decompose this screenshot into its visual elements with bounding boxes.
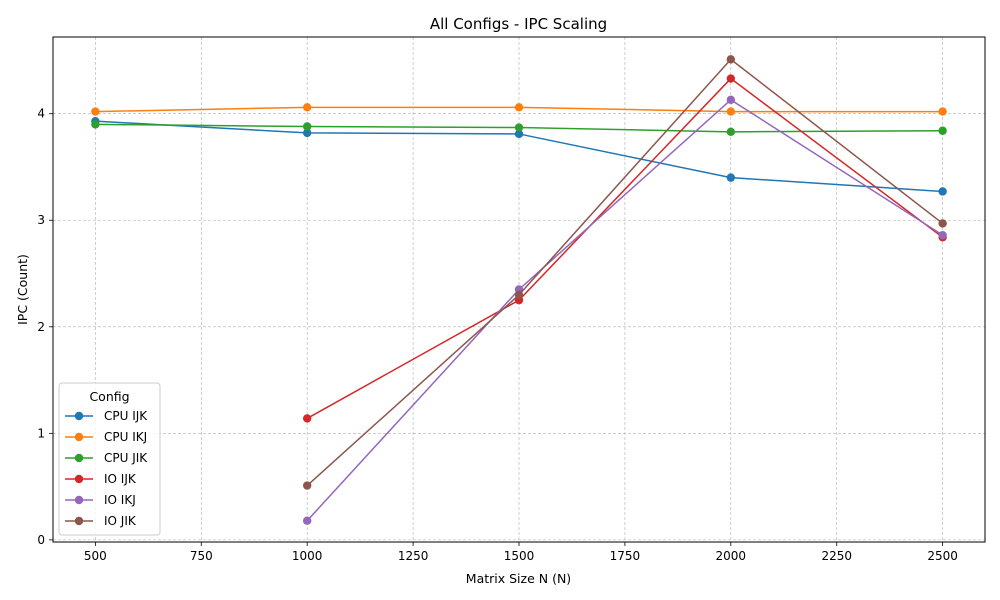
data-point-cpu-ijk xyxy=(302,128,312,138)
data-point-io-ikj xyxy=(726,95,736,105)
data-point-io-jik xyxy=(302,481,312,490)
data-point-cpu-jik xyxy=(302,122,312,131)
x-tick-label: 1250 xyxy=(398,549,429,563)
data-point-io-jik xyxy=(938,219,947,228)
x-tick-label: 1000 xyxy=(292,549,323,563)
series-io-jik xyxy=(302,55,947,490)
legend-label-io-jik: IO JIK xyxy=(104,514,137,528)
legend-item-cpu-ikj: CPU IKJ xyxy=(65,430,147,444)
legend-item-cpu-ijk: CPU IJK xyxy=(65,409,148,423)
data-point-cpu-jik xyxy=(938,126,947,135)
data-point-cpu-ikj xyxy=(938,107,947,116)
data-point-cpu-jik xyxy=(91,120,100,129)
data-point-io-ijk xyxy=(302,414,312,423)
data-point-cpu-ijk xyxy=(514,129,524,139)
data-point-cpu-jik xyxy=(726,127,736,137)
data-point-cpu-ijk xyxy=(938,187,947,196)
series-line-io-ikj xyxy=(306,98,944,522)
series-line-io-jik xyxy=(306,58,944,487)
x-axis-label: Matrix Size N (N) xyxy=(466,571,571,586)
grid xyxy=(53,37,985,542)
y-tick-label: 3 xyxy=(37,213,45,227)
data-point-cpu-ikj xyxy=(726,107,736,116)
legend-box xyxy=(58,382,161,536)
legend-marker-cpu-ikj xyxy=(74,432,84,442)
chart-title: All Configs - IPC Scaling xyxy=(430,15,607,33)
series-cpu-ikj xyxy=(91,103,947,116)
x-tick-label: 750 xyxy=(190,549,213,563)
legend-label-cpu-jik: CPU JIK xyxy=(104,451,148,465)
data-point-cpu-jik xyxy=(514,123,524,132)
legend-item-cpu-jik: CPU JIK xyxy=(65,451,148,465)
y-tick-label: 0 xyxy=(37,533,45,547)
x-tick-label: 2250 xyxy=(821,549,852,563)
x-tick-label: 2000 xyxy=(716,549,747,563)
series-group xyxy=(91,55,947,525)
x-tick-label: 1500 xyxy=(504,549,535,563)
x-tick-label: 500 xyxy=(84,549,107,563)
axis-ticks: 500 750 1000 1250 1500 1750 2000 2250 2500 0 1 2 3 4 xyxy=(37,107,958,563)
legend-title: Config xyxy=(89,389,129,404)
data-point-io-ijk xyxy=(726,74,736,83)
data-point-io-ikj xyxy=(302,516,312,525)
data-point-cpu-ikj xyxy=(91,107,100,116)
series-line-io-ijk xyxy=(306,77,944,420)
legend-label-io-ikj: IO IKJ xyxy=(104,493,136,507)
data-point-cpu-ijk xyxy=(726,173,736,182)
x-tick-label: 1750 xyxy=(610,549,641,563)
y-tick-label: 2 xyxy=(37,320,45,334)
y-axis-label: IPC (Count) xyxy=(15,254,30,325)
data-point-io-ikj xyxy=(938,230,947,240)
legend-marker-io-ikj xyxy=(74,495,84,505)
legend: Config CPU IJK CPU IKJ CPU JIK IO IJK IO IKJ… xyxy=(58,382,161,536)
data-point-cpu-ikj xyxy=(514,103,524,112)
legend-marker-cpu-jik xyxy=(74,453,84,463)
data-point-io-jik xyxy=(726,55,736,64)
data-point-io-jik xyxy=(514,290,524,300)
data-point-cpu-ikj xyxy=(302,103,312,112)
legend-marker-cpu-ijk xyxy=(74,411,84,421)
legend-item-io-jik: IO JIK xyxy=(65,514,137,528)
x-tick-label: 2500 xyxy=(927,549,958,563)
y-tick-label: 1 xyxy=(37,426,45,440)
legend-label-io-ijk: IO IJK xyxy=(104,472,137,486)
y-tick-label: 4 xyxy=(37,107,45,121)
legend-item-io-ikj: IO IKJ xyxy=(65,493,136,507)
legend-label-cpu-ikj: CPU IKJ xyxy=(104,430,147,444)
legend-label-cpu-ijk: CPU IJK xyxy=(104,409,148,423)
legend-item-io-ijk: IO IJK xyxy=(65,472,137,486)
legend-marker-io-ijk xyxy=(74,474,84,484)
legend-marker-io-jik xyxy=(74,516,84,526)
